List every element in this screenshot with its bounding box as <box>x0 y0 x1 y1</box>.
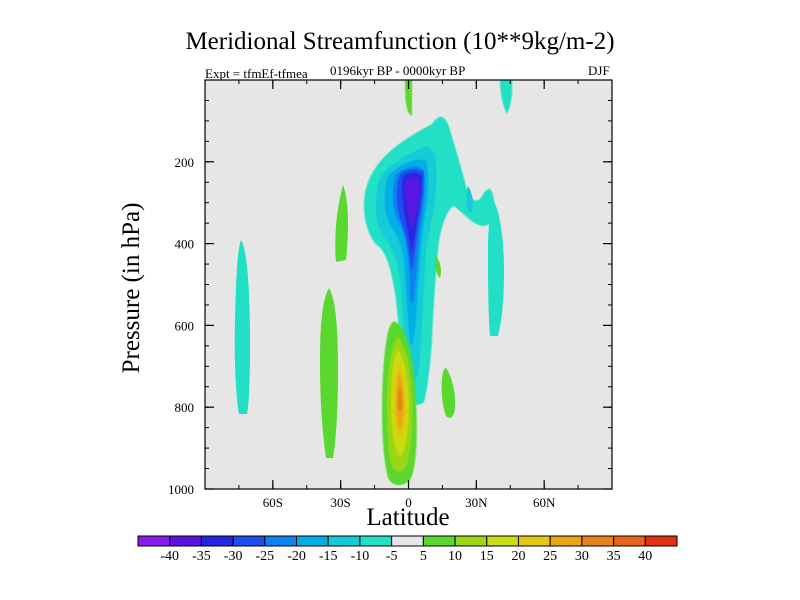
colorbar-label: -25 <box>255 549 274 564</box>
colorbar-label: 25 <box>543 549 557 564</box>
colorbar-label: -5 <box>386 549 398 564</box>
northern-positive-patch <box>435 256 456 418</box>
y-tick-label: 1000 <box>168 482 194 497</box>
y-tick-label: 400 <box>175 237 195 252</box>
colorbar-label: 40 <box>638 549 652 564</box>
colorbar-swatch <box>327 535 361 547</box>
y-tick-label: 600 <box>175 318 195 333</box>
colorbar-swatch <box>613 535 646 547</box>
colorbar-swatch <box>296 535 329 547</box>
chart-title: Meridional Streamfunction (10**9kg/m-2) <box>185 28 615 55</box>
southern-midlatitude-positive-band <box>320 185 348 458</box>
colorbar-label: -40 <box>160 549 179 564</box>
colorbar-swatch <box>644 535 678 547</box>
x-tick-label: 30S <box>331 495 351 510</box>
colorbar-label: 10 <box>448 549 462 564</box>
x-axis-title: Latitude <box>366 504 450 531</box>
colorbar-label: -10 <box>351 549 370 564</box>
colorbar-label: -30 <box>224 549 243 564</box>
colorbar-swatch <box>137 535 171 547</box>
northern-negative-band <box>466 186 473 214</box>
southern-negative-band <box>234 240 250 414</box>
experiment-label: Expt = tfmEf-tfmea <box>205 66 308 81</box>
colorbar-swatch <box>422 535 456 547</box>
colorbar-label: -20 <box>287 549 306 564</box>
colorbar-swatch <box>169 535 202 547</box>
y-tick-label: 800 <box>175 400 195 415</box>
colorbar-swatch <box>486 535 519 547</box>
colorbar-swatch <box>359 535 393 547</box>
colorbar-swatch <box>232 535 266 547</box>
colorbar-label: 5 <box>420 549 427 564</box>
colorbar-swatch <box>549 535 583 547</box>
y-tick-label: 200 <box>175 155 195 170</box>
colorbar-label: 35 <box>607 549 621 564</box>
x-tick-label: 0 <box>405 495 412 510</box>
filled-contours <box>234 80 513 486</box>
season-label: DJF <box>588 63 610 78</box>
colorbar-label: 30 <box>575 549 589 564</box>
chart-subtitle: 0196kyr BP - 0000kyr BP <box>330 63 466 78</box>
colorbar-swatch <box>200 535 234 547</box>
colorbar-swatch <box>454 535 488 547</box>
x-tick-label: 60S <box>263 495 283 510</box>
lower-tropical-positive-cell <box>382 321 417 486</box>
colorbar-swatch <box>264 535 298 547</box>
plot-frame <box>204 79 613 490</box>
colorbar-swatch <box>391 535 424 547</box>
colorbar-label: 20 <box>511 549 525 564</box>
colorbar-label: -35 <box>192 549 211 564</box>
colorbar-label: 15 <box>480 549 494 564</box>
axes-frame: 60S 30S 0 30N 60N 200 400 600 800 1000 <box>168 79 613 510</box>
upper-tropical-negative-cell <box>364 80 513 405</box>
subtropical-negative-band <box>488 202 504 336</box>
colorbar-swatch <box>517 535 551 547</box>
x-tick-label: 30N <box>465 495 488 510</box>
colorbar-label: -15 <box>319 549 338 564</box>
x-tick-label: 60N <box>533 495 556 510</box>
colorbar: -40 -35 -30 -25 -20 -15 -10 -5 5 10 15 20 25 30 35 40 <box>137 535 678 564</box>
colorbar-swatch <box>581 535 615 547</box>
